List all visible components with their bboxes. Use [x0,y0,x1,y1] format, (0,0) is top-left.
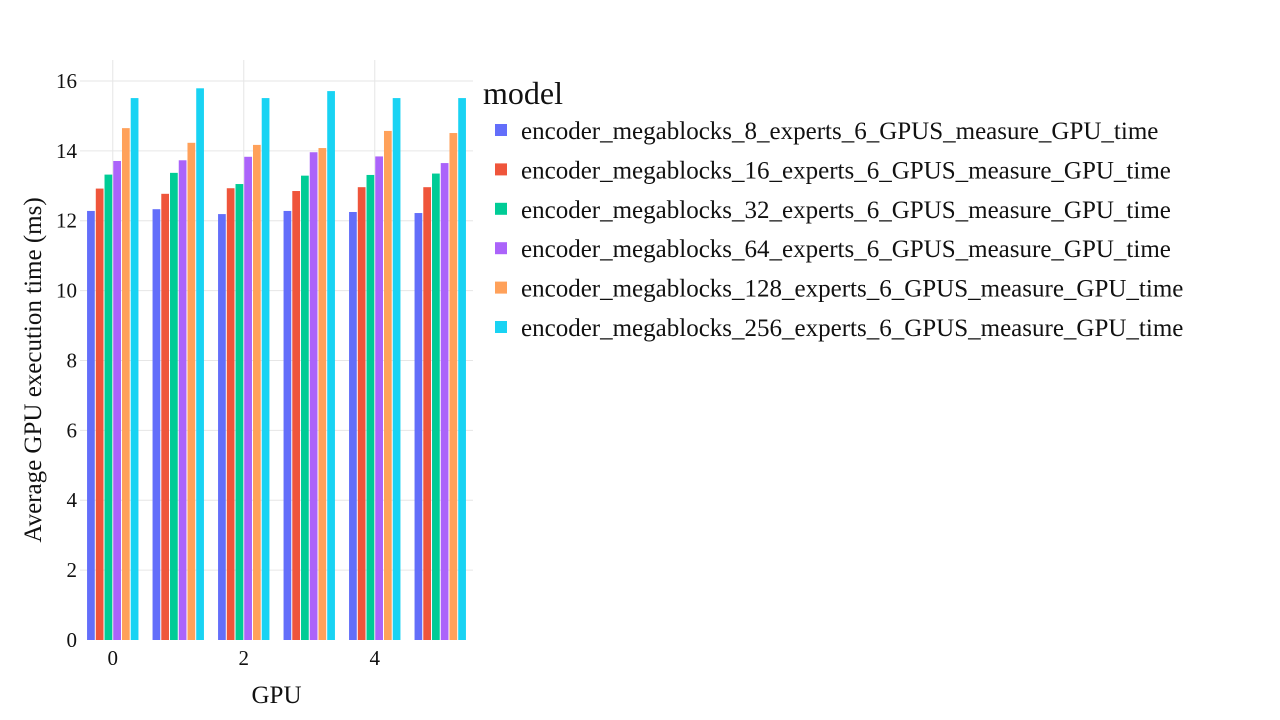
y-tick-label: 16 [56,69,77,93]
y-tick-label: 2 [67,558,78,582]
x-tick-label: 4 [370,646,381,670]
bar [375,156,383,641]
legend-swatch [495,321,507,333]
y-tick-label: 0 [67,628,78,652]
y-tick-label: 8 [67,348,78,372]
bar [95,188,104,640]
legend-items: encoder_megablocks_8_experts_6_GPUS_meas… [495,118,1183,342]
bar [309,152,318,640]
bar [318,148,327,640]
bar [235,184,244,641]
bar [252,144,261,640]
bar [261,98,270,640]
bar [440,163,449,640]
bar [366,174,375,640]
bar [113,160,121,641]
legend-swatch [495,281,507,294]
legend-swatch [495,124,507,136]
legend-swatch [495,202,507,215]
y-axis-ticks: 0 2 4 6 8 10 12 14 16 [56,69,78,652]
bar [349,211,357,640]
bar [130,98,139,640]
bar [196,88,204,640]
bar [357,187,366,640]
y-tick-label: 6 [67,418,78,442]
bar [292,191,301,640]
y-tick-label: 4 [67,488,78,512]
legend-swatch [495,242,507,255]
bar [423,187,432,640]
x-tick-label: 0 [108,646,119,670]
bar [161,193,170,640]
bar [104,174,113,640]
bar [432,173,440,641]
bar [121,128,130,641]
legend-label: encoder_megablocks_8_experts_6_GPUS_meas… [521,118,1158,145]
bar [170,172,178,641]
bar [218,214,226,640]
bar [301,175,309,640]
x-axis-ticks: 0 2 4 [108,646,381,670]
bar [152,209,161,641]
legend-swatch [495,163,507,176]
x-tick-label: 2 [239,646,250,670]
bar [414,213,423,641]
legend-label: encoder_megablocks_32_experts_6_GPUS_mea… [521,197,1171,224]
bar [449,133,458,640]
bars [87,88,466,641]
y-tick-label: 14 [56,139,78,163]
y-tick-label: 12 [56,209,77,233]
bar [187,142,196,640]
gridlines [80,60,473,640]
bar [327,91,335,641]
y-axis-title: Average GPU execution time (ms) [20,197,47,542]
legend-label: encoder_megablocks_16_experts_6_GPUS_mea… [521,157,1171,184]
legend-label: encoder_megablocks_64_experts_6_GPUS_mea… [521,236,1171,263]
legend-label: encoder_megablocks_128_experts_6_GPUS_me… [521,276,1183,303]
bar [458,98,466,640]
bar [178,160,187,641]
legend: model encoder_megablocks_8_experts_6_GPU… [483,75,1183,342]
legend-label: encoder_megablocks_256_experts_6_GPUS_me… [521,315,1183,342]
bar [392,98,401,640]
bar [226,188,235,640]
bar [283,210,292,640]
y-tick-label: 10 [56,279,77,303]
bar [87,210,95,640]
bar [244,156,252,640]
bar [383,130,392,640]
x-axis-title: GPU [251,682,301,709]
legend-title: model [483,75,563,111]
